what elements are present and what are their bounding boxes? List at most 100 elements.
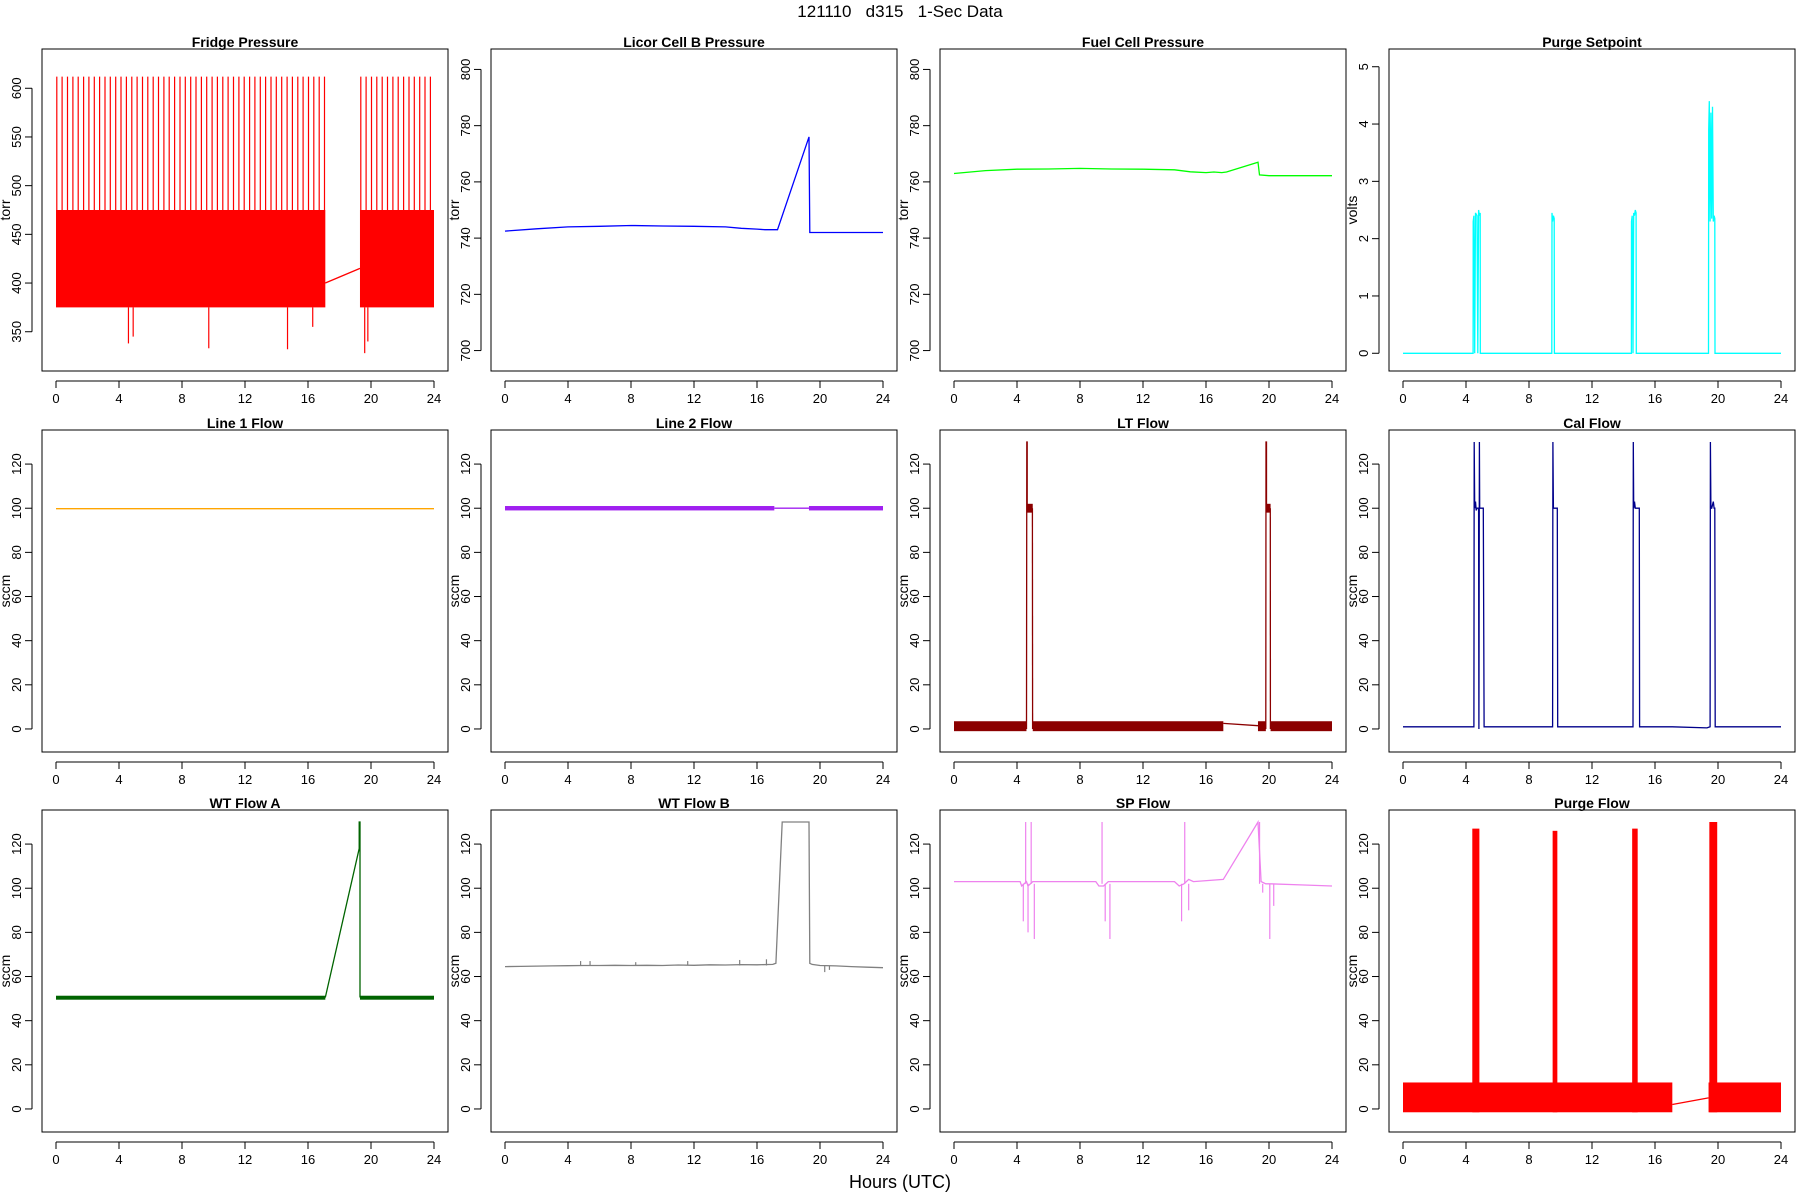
x-tick-label: 0 [501, 391, 508, 406]
chart-panel-wt-flow-b: WT Flow B 0 4 8 12 16 20 24 0 20 40 60 80 100 120 sccm [446, 795, 898, 1167]
plot-frame [490, 429, 898, 753]
plot-frame [1388, 429, 1796, 753]
x-tick-label: 16 [1199, 1152, 1213, 1167]
series-band [1270, 721, 1332, 732]
series-group [56, 76, 434, 354]
x-tick-label: 8 [178, 391, 185, 406]
y-tick-label: 20 [458, 1058, 473, 1072]
y-tick-label: 40 [9, 633, 24, 647]
y-tick-label: 60 [9, 589, 24, 603]
series-line [1223, 722, 1259, 727]
plot-frame [1388, 809, 1796, 1133]
y-tick-label: 80 [907, 545, 922, 559]
y-tick-label: 60 [907, 969, 922, 983]
y-tick-label: 40 [9, 1013, 24, 1027]
y-tick-label: 120 [1356, 833, 1371, 855]
x-tick-label: 4 [115, 772, 122, 787]
y-tick-label: 0 [9, 725, 24, 732]
chart-title: LT Flow [1117, 415, 1169, 431]
series-band [359, 995, 434, 1000]
x-tick-label: 20 [364, 772, 378, 787]
plot-frame [939, 809, 1347, 1133]
x-tick-label: 8 [178, 1152, 185, 1167]
x-tick-label: 12 [1585, 772, 1599, 787]
y-tick-label: 120 [907, 833, 922, 855]
y-axis-label: sccm [1344, 955, 1360, 988]
plot-frame [490, 809, 898, 1133]
y-axis-label: sccm [895, 575, 911, 608]
y-tick-label: 4 [1356, 120, 1371, 127]
x-tick-label: 24 [427, 391, 441, 406]
x-tick-label: 24 [427, 1152, 441, 1167]
series-band [954, 721, 1027, 732]
series-group [953, 161, 1332, 177]
chart-panel-fuel-cell-pressure: Fuel Cell Pressure 0 4 8 12 16 20 24 700 720 740 76… [895, 34, 1347, 406]
y-tick-label: 40 [907, 1013, 922, 1027]
y-tick-label: 120 [458, 453, 473, 475]
x-tick-label: 8 [1076, 1152, 1083, 1167]
y-tick-label: 40 [1356, 1013, 1371, 1027]
x-tick-label: 0 [950, 1152, 957, 1167]
x-tick-label: 8 [627, 772, 634, 787]
y-tick-label: 3 [1356, 178, 1371, 185]
x-tick-label: 24 [876, 1152, 890, 1167]
chart-panel-licor-cell-b-pressure: Licor Cell B Pressure 0 4 8 12 16 20 24 700 720 74… [446, 34, 898, 406]
x-tick-label: 4 [1013, 391, 1020, 406]
x-tick-label: 0 [1399, 391, 1406, 406]
x-tick-label: 24 [876, 772, 890, 787]
x-tick-label: 20 [1262, 1152, 1276, 1167]
x-tick-label: 12 [687, 391, 701, 406]
y-tick-label: 120 [9, 833, 24, 855]
chart-panel-lt-flow: LT Flow 0 4 8 12 16 20 24 0 20 40 60 80 100 120 sccm [895, 415, 1347, 787]
y-tick-label: 2 [1356, 235, 1371, 242]
x-tick-label: 24 [1325, 772, 1339, 787]
x-tick-label: 12 [238, 1152, 252, 1167]
x-tick-label: 4 [115, 1152, 122, 1167]
x-tick-label: 12 [238, 391, 252, 406]
series-band [359, 210, 434, 308]
y-tick-label: 80 [9, 545, 24, 559]
x-tick-label: 4 [115, 391, 122, 406]
y-tick-label: 760 [907, 171, 922, 193]
series-spikes [56, 76, 326, 210]
series-group [1403, 822, 1781, 1113]
y-tick-label: 700 [907, 340, 922, 362]
series-band [1026, 503, 1033, 513]
chart-title: WT Flow A [209, 795, 280, 811]
y-tick-label: 40 [458, 1013, 473, 1027]
x-tick-label: 20 [1711, 1152, 1725, 1167]
plot-frame [490, 48, 898, 372]
y-tick-label: 550 [9, 126, 24, 148]
x-tick-label: 16 [1648, 391, 1662, 406]
series-band [1032, 721, 1224, 732]
figure-title: 121110 d315 1-Sec Data [797, 2, 1003, 21]
y-tick-label: 450 [9, 223, 24, 245]
series-line [1403, 101, 1781, 354]
x-tick-label: 16 [1199, 772, 1213, 787]
x-tick-label: 8 [1525, 391, 1532, 406]
y-axis-label: sccm [1344, 575, 1360, 608]
chart-title: Fridge Pressure [192, 34, 299, 50]
y-tick-label: 20 [1356, 678, 1371, 692]
x-tick-label: 16 [1199, 391, 1213, 406]
y-tick-label: 740 [458, 227, 473, 249]
x-tick-label: 4 [1462, 391, 1469, 406]
y-tick-label: 100 [9, 877, 24, 899]
x-tick-label: 8 [627, 1152, 634, 1167]
y-tick-label: 60 [9, 969, 24, 983]
y-tick-label: 720 [907, 283, 922, 305]
x-tick-label: 4 [1013, 772, 1020, 787]
y-tick-label: 700 [458, 340, 473, 362]
x-tick-label: 20 [813, 391, 827, 406]
y-axis-label: torr [895, 199, 911, 220]
series-band [1265, 503, 1271, 513]
y-tick-label: 80 [1356, 545, 1371, 559]
series-band [1709, 822, 1718, 1113]
x-tick-label: 0 [52, 391, 59, 406]
series-line [1025, 441, 1028, 730]
series-group [505, 506, 883, 511]
x-tick-label: 20 [1262, 391, 1276, 406]
x-tick-label: 0 [1399, 1152, 1406, 1167]
